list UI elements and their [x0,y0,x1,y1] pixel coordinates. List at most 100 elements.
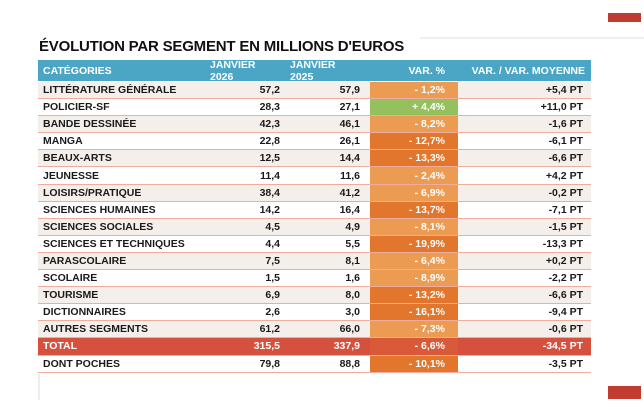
cell-category: BANDE DESSINÉE [43,118,137,131]
cell-janvier-2025: 4,9 [345,220,360,233]
cell-var-moyenne: -13,3 PT [542,237,583,250]
cell-var-moyenne: -6,6 PT [548,152,583,165]
col-header-var-moyenne: VAR. / VAR. MOYENNE [471,64,585,77]
table-row: TOURISME 6,9 8,0 - 13,2% -6,6 PT [38,287,591,305]
table-row: SCOLAIRE 1,5 1,6 - 8,9% -2,2 PT [38,270,591,288]
cell-janvier-2026: 61,2 [259,323,280,336]
cell-var-moyenne: -0,6 PT [548,323,583,336]
table-row: DONT POCHES 79,8 88,8 - 10,1% -3,5 PT [38,355,591,373]
cell-var-pct: - 13,7% [370,201,458,218]
table-row: MANGA 22,8 26,1 - 12,7% -6,1 PT [38,133,591,151]
cell-var-pct: - 8,2% [370,116,458,133]
cell-janvier-2025: 41,2 [339,186,360,199]
cell-janvier-2025: 3,0 [345,306,360,319]
cell-janvier-2025: 27,1 [339,101,360,114]
cell-var-pct: - 7,3% [370,321,458,338]
cell-janvier-2026: 28,3 [259,101,280,114]
cell-var-moyenne: -3,5 PT [548,357,583,370]
cell-janvier-2025: 14,4 [339,152,360,165]
cell-var-moyenne: -34,5 PT [542,340,583,353]
cell-janvier-2026: 42,3 [259,118,280,131]
table-row: BEAUX-ARTS 12,5 14,4 - 13,3% -6,6 PT [38,150,591,168]
col-header-janvier-2025: JANVIER 2025 [290,58,336,83]
cell-var-pct: - 19,9% [370,235,458,252]
table-row: DICTIONNAIRES 2,6 3,0 - 16,1% -9,4 PT [38,304,591,322]
cell-var-moyenne: +5,4 PT [545,84,583,97]
cell-var-pct: - 12,7% [370,133,458,150]
table-row: AUTRES SEGMENTS 61,2 66,0 - 7,3% -0,6 PT [38,321,591,339]
cell-category: TOTAL [43,340,78,353]
cell-var-pct: - 10,1% [370,355,458,372]
cell-category: MANGA [43,135,83,148]
table-row-total: TOTAL 315,5 337,9 - 6,6% -34,5 PT [38,338,591,356]
cell-var-pct: - 8,1% [370,218,458,235]
cell-var-moyenne: -1,5 PT [548,220,583,233]
cell-category: SCIENCES SOCIALES [43,220,154,233]
cell-var-pct: - 1,2% [370,82,458,99]
cell-category: BEAUX-ARTS [43,152,112,165]
cell-janvier-2026: 2,6 [265,306,280,319]
table-row: POLICIER-SF 28,3 27,1 + 4,4% +11,0 PT [38,99,591,117]
page-rule-top [420,37,644,39]
table-row: BANDE DESSINÉE 42,3 46,1 - 8,2% -1,6 PT [38,116,591,134]
col-header-categories: CATÉGORIES [43,64,112,77]
table-body: LITTÉRATURE GÉNÉRALE 57,2 57,9 - 1,2% +5,4 P… [38,82,591,373]
cell-janvier-2026: 79,8 [259,357,280,370]
table-header-row: CATÉGORIES JANVIER 2026 JANVIER 2025 VAR… [38,58,591,83]
cell-category: LOISIRS/PRATIQUE [43,186,142,199]
red-mark-top-right [608,13,641,22]
cell-var-pct: - 13,2% [370,287,458,304]
cell-janvier-2025: 1,6 [345,272,360,285]
cell-janvier-2026: 6,9 [265,289,280,302]
cell-janvier-2025: 8,1 [345,254,360,267]
cell-var-pct: + 4,4% [370,99,458,116]
page-title: ÉVOLUTION PAR SEGMENT EN MILLIONS D'EURO… [39,38,405,55]
cell-category: PARASCOLAIRE [43,254,127,267]
red-mark-bottom-right [608,386,641,399]
cell-var-pct: - 6,4% [370,252,458,270]
cell-janvier-2026: 22,8 [259,135,280,148]
cell-var-moyenne: -7,1 PT [548,203,583,216]
cell-category: LITTÉRATURE GÉNÉRALE [43,84,177,97]
cell-janvier-2026: 4,4 [265,237,280,250]
cell-var-moyenne: -2,2 PT [548,272,583,285]
cell-var-moyenne: -1,6 PT [548,118,583,131]
cell-janvier-2026: 11,4 [260,169,280,182]
cell-janvier-2025: 5,5 [345,237,360,250]
cell-var-moyenne: -6,6 PT [548,289,583,302]
table-row: PARASCOLAIRE 7,5 8,1 - 6,4% +0,2 PT [38,252,591,271]
cell-var-pct: - 2,4% [370,167,458,184]
cell-janvier-2025: 26,1 [339,135,360,148]
page-rule-bottom-left [38,374,40,400]
cell-category: DICTIONNAIRES [43,306,126,319]
cell-janvier-2025: 46,1 [339,118,360,131]
cell-category: POLICIER-SF [43,101,110,114]
cell-janvier-2025: 11,6 [340,169,360,182]
cell-var-moyenne: +4,2 PT [545,169,583,182]
table-row: LOISIRS/PRATIQUE 38,4 41,2 - 6,9% -0,2 PT [38,184,591,202]
cell-janvier-2026: 1,5 [265,272,280,285]
cell-category: JEUNESSE [43,169,100,182]
segments-table: CATÉGORIES JANVIER 2026 JANVIER 2025 VAR… [38,58,591,373]
cell-var-pct: - 8,9% [370,270,458,287]
cell-var-pct: - 16,1% [370,304,458,321]
cell-janvier-2026: 7,5 [265,254,280,267]
cell-janvier-2025: 8,0 [345,289,360,302]
col-header-var-pct: VAR. % [408,64,445,77]
cell-var-moyenne: -6,1 PT [548,135,583,148]
cell-janvier-2026: 4,5 [265,220,280,233]
cell-janvier-2026: 12,5 [259,152,280,165]
table-row: JEUNESSE 11,4 11,6 - 2,4% +4,2 PT [38,167,591,185]
cell-janvier-2026: 38,4 [259,186,280,199]
cell-category: DONT POCHES [43,357,121,370]
table-row: SCIENCES HUMAINES 14,2 16,4 - 13,7% -7,1 PT [38,201,591,219]
cell-janvier-2026: 57,2 [259,84,280,97]
cell-category: SCIENCES HUMAINES [43,203,156,216]
cell-janvier-2025: 16,4 [339,203,360,216]
cell-var-moyenne: +11,0 PT [540,101,583,114]
cell-category: TOURISME [43,289,99,302]
cell-var-pct: - 6,6% [370,338,458,355]
cell-category: AUTRES SEGMENTS [43,323,149,336]
table-row: SCIENCES SOCIALES 4,5 4,9 - 8,1% -1,5 PT [38,218,591,236]
